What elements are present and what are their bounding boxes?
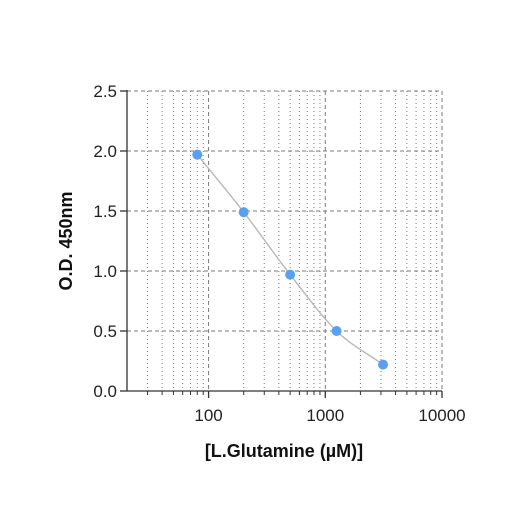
x-axis-title: [L.Glutamine (µM)] [205,441,363,461]
y-tick-label: 2.0 [93,142,117,161]
data-point [192,149,203,160]
data-point [285,269,296,280]
data-point [238,207,249,218]
y-tick-label: 1.5 [93,202,117,221]
y-tick-label: 0.0 [93,382,117,401]
data-point [331,326,342,336]
data-point [378,359,389,370]
tick-labels: 0.0 0.5 1.0 1.5 2.0 2.5 100 1000 10000 [93,82,465,425]
data-points [192,149,389,370]
y-tick-label: 0.5 [93,322,117,341]
y-axis-title: O.D. 450nm [56,191,76,290]
x-tick-label: 100 [194,406,222,425]
y-tick-label: 2.5 [93,82,117,101]
axes [120,90,443,398]
x-tick-label: 1000 [306,406,344,425]
x-tick-label: 10000 [418,406,465,425]
y-tick-label: 1.0 [93,262,117,281]
grid-lines [127,90,443,391]
